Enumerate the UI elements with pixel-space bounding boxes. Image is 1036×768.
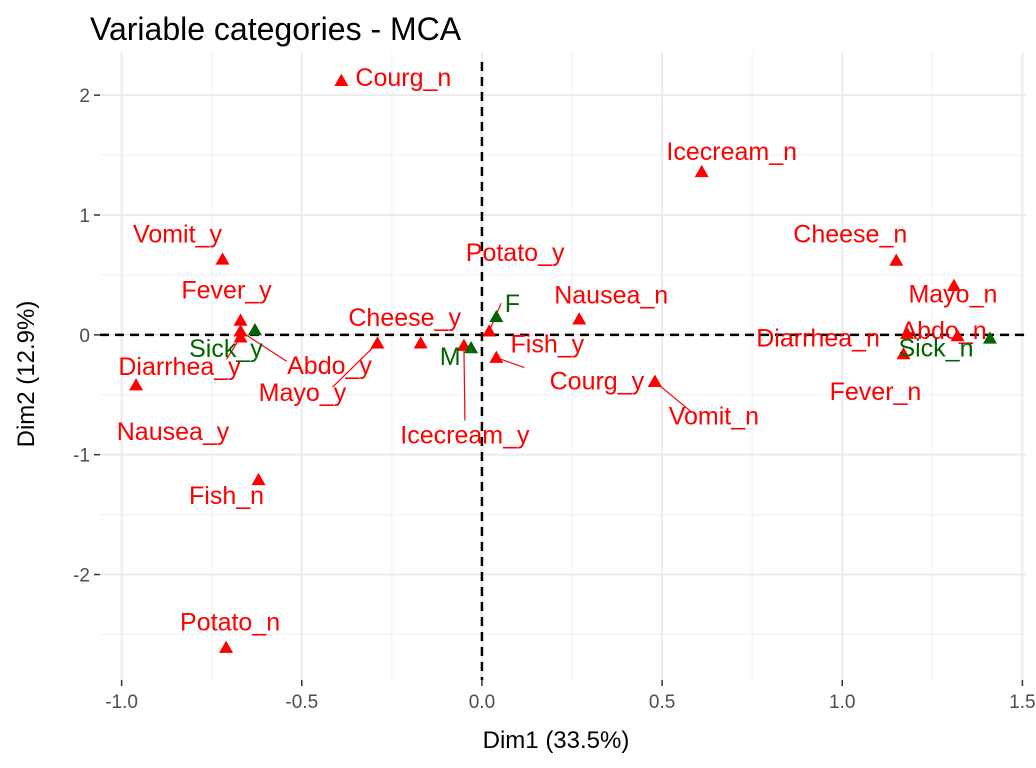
- point-vomit-n: [647, 374, 662, 387]
- label-vomit-n: Vomit_n: [669, 403, 759, 431]
- point-vomit-y: [215, 252, 230, 265]
- y-tick-label: -2: [73, 566, 90, 587]
- point-fever-n: [896, 347, 911, 360]
- x-tick-label: 0.0: [469, 692, 495, 713]
- axes: -1.0 -0.5 0.0 0.5 1.0 1.5 -2 -1 0 1 2: [73, 86, 1036, 713]
- y-tick-label: -1: [73, 446, 90, 467]
- y-tick-label: 1: [79, 206, 90, 227]
- label-f: F: [505, 290, 520, 318]
- y-tick-label: 2: [79, 86, 90, 107]
- label-potato-n: Potato_n: [180, 609, 280, 637]
- connector-mayo-y: [332, 342, 378, 388]
- point-fish-n: [251, 472, 266, 486]
- point-diarrhea-y: [233, 330, 248, 343]
- label-cheese-n: Cheese_n: [793, 221, 907, 249]
- label-nausea-n: Nausea_n: [554, 281, 668, 309]
- point-fish-y: [489, 350, 504, 363]
- point-nausea-n: [572, 312, 587, 325]
- label-diarrhea-y: Diarrhea_y: [118, 353, 241, 381]
- label-icecream-n: Icecream_n: [666, 138, 797, 166]
- label-abdo-n: Abdo_n: [900, 317, 986, 345]
- connector-icecream-y: [463, 345, 466, 421]
- point-mayo-y: [370, 336, 385, 349]
- point-icecream-n: [694, 164, 709, 178]
- point-nausea-y: [129, 378, 144, 391]
- x-tick-label: -0.5: [285, 692, 318, 713]
- label-diarrhea-n: Diarrhea_n: [756, 325, 880, 353]
- label-mayo-y: Mayo_y: [259, 379, 347, 407]
- x-tick-label: -1.0: [105, 692, 138, 713]
- point-sick-n: [982, 331, 997, 344]
- label-sick-n: Sick_n: [898, 334, 973, 362]
- label-courg-y: Courg_y: [550, 368, 645, 396]
- x-axis-title: Dim1 (33.5%): [483, 727, 630, 754]
- point-cheese-n: [889, 253, 904, 266]
- connector-abdo-y: [240, 330, 287, 362]
- label-fish-n: Fish_n: [189, 482, 264, 510]
- x-tick-label: 1.0: [829, 692, 855, 713]
- point-m: [464, 341, 479, 354]
- y-axis-title: Dim2 (12.9%): [13, 301, 40, 448]
- point-courg-n: [334, 73, 349, 87]
- label-cheese-y: Cheese_y: [348, 304, 461, 332]
- point-labels: Courg_n Icecream_n Vomit_y Cheese_n Potato_y…: [117, 64, 998, 637]
- label-nausea-y: Nausea_y: [117, 418, 230, 446]
- point-diarrhea-n: [900, 326, 915, 339]
- point-potato-y: [482, 324, 497, 337]
- label-potato-y: Potato_y: [466, 239, 565, 267]
- point-fever-y: [233, 313, 248, 326]
- point-marks: [129, 73, 997, 653]
- label-icecream-y: Icecream_y: [400, 422, 530, 450]
- label-fish-y: Fish_y: [511, 331, 585, 359]
- label-courg-n: Courg_n: [355, 64, 451, 92]
- label-mayo-n: Mayo_n: [908, 281, 997, 309]
- point-mayo-n: [946, 278, 961, 291]
- point-abdo-n: [950, 329, 965, 342]
- chart-title: Variable categories - MCA: [90, 11, 462, 47]
- label-abdo-y: Abdo_y: [287, 352, 372, 380]
- label-vomit-y: Vomit_y: [133, 220, 222, 248]
- point-cheese-y: [413, 336, 428, 349]
- label-fever-y: Fever_y: [181, 276, 272, 304]
- point-sick-y: [247, 323, 262, 336]
- y-tick-label: 0: [79, 326, 90, 347]
- x-tick-label: 0.5: [649, 692, 675, 713]
- point-potato-n: [219, 640, 234, 653]
- label-fever-n: Fever_n: [830, 378, 922, 406]
- x-tick-label: 1.5: [1009, 692, 1035, 713]
- point-f: [489, 309, 504, 323]
- label-sick-y: Sick_y: [189, 335, 263, 363]
- label-m: M: [440, 343, 461, 371]
